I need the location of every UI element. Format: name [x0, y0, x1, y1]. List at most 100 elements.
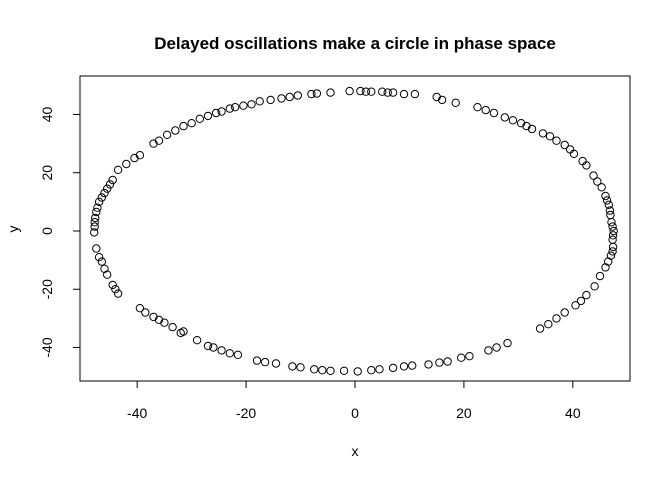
- data-point: [399, 362, 409, 371]
- x-tick-label: -40: [127, 405, 147, 421]
- data-point: [601, 191, 610, 201]
- data-point: [260, 357, 270, 367]
- data-point: [209, 343, 218, 352]
- data-point: [378, 87, 387, 96]
- data-point: [100, 188, 109, 198]
- x-axis: -40 -20 0 20 40: [127, 380, 581, 421]
- data-point: [552, 136, 561, 145]
- data-point: [576, 296, 586, 306]
- data-point: [108, 175, 117, 185]
- data-point: [608, 242, 618, 252]
- data-point: [141, 308, 150, 317]
- data-point: [211, 108, 221, 118]
- data-point: [92, 244, 101, 253]
- data-point: [578, 156, 587, 166]
- data-point: [608, 231, 618, 240]
- data-point: [217, 107, 226, 116]
- data-point: [135, 304, 145, 313]
- data-point: [608, 247, 617, 256]
- data-point: [457, 353, 466, 362]
- data-point: [516, 119, 526, 128]
- data-point: [571, 301, 580, 310]
- x-tick-label: 0: [351, 405, 359, 421]
- data-point: [484, 346, 493, 355]
- data-point: [605, 206, 615, 215]
- y-tick-label: 0: [39, 227, 55, 235]
- data-point: [356, 86, 365, 96]
- data-point: [90, 218, 99, 227]
- data-point: [399, 89, 409, 99]
- data-point: [508, 116, 518, 125]
- data-point: [271, 359, 281, 368]
- data-point: [492, 343, 501, 352]
- data-point: [597, 183, 606, 192]
- y-tick-label: -20: [39, 279, 55, 299]
- data-point: [367, 87, 376, 96]
- data-point: [608, 235, 617, 244]
- data-point: [408, 361, 417, 370]
- data-point: [203, 341, 213, 351]
- x-tick-label: 40: [565, 405, 581, 421]
- data-point: [171, 126, 180, 135]
- data-point: [97, 193, 107, 202]
- data-point: [589, 171, 598, 180]
- data-point: [569, 149, 579, 159]
- data-point: [535, 324, 545, 333]
- data-point: [91, 213, 100, 223]
- data-point: [108, 280, 117, 290]
- data-point: [149, 139, 158, 148]
- data-point: [94, 197, 104, 207]
- data-point: [565, 145, 575, 154]
- data-point: [435, 358, 444, 367]
- data-point: [424, 360, 433, 369]
- data-point: [90, 222, 99, 231]
- data-point: [375, 365, 384, 374]
- data-point: [266, 95, 275, 105]
- data-point: [111, 285, 120, 294]
- data-point: [225, 349, 235, 358]
- data-point: [552, 314, 561, 323]
- data-point: [255, 97, 264, 106]
- data-point: [609, 226, 618, 236]
- x-axis-label: x: [352, 443, 359, 459]
- plot-area: [79, 75, 631, 382]
- x-tick-label: 20: [456, 405, 472, 421]
- data-point: [608, 222, 617, 231]
- data-point: [113, 289, 123, 298]
- data-point: [113, 165, 123, 175]
- data-point: [92, 207, 101, 217]
- data-point: [607, 218, 616, 227]
- data-point: [590, 282, 599, 291]
- data-point: [410, 89, 420, 99]
- data-point: [307, 89, 316, 99]
- data-point: [310, 365, 319, 374]
- data-point: [192, 336, 202, 345]
- data-point: [195, 114, 205, 124]
- data-point: [489, 108, 499, 118]
- data-point: [432, 92, 441, 102]
- data-point: [93, 203, 102, 212]
- data-point: [383, 88, 392, 97]
- data-point: [187, 119, 196, 128]
- data-point: [326, 366, 335, 375]
- data-point: [388, 363, 398, 373]
- data-point: [103, 270, 112, 279]
- data-point: [465, 352, 474, 361]
- data-point: [595, 271, 605, 281]
- data-point: [606, 251, 616, 260]
- data-point: [103, 184, 112, 193]
- data-point: [231, 103, 240, 112]
- data-point: [90, 228, 99, 237]
- data-point: [252, 356, 262, 365]
- data-point: [367, 366, 376, 375]
- data-point: [443, 357, 452, 366]
- data-point: [296, 363, 305, 372]
- y-tick-label: 40: [39, 106, 55, 122]
- data-point: [606, 210, 615, 220]
- data-point: [312, 89, 322, 98]
- data-point: [168, 322, 177, 332]
- data-point: [503, 338, 512, 348]
- data-point: [247, 100, 256, 109]
- y-tick-label: -40: [39, 337, 55, 357]
- data-point: [203, 111, 213, 121]
